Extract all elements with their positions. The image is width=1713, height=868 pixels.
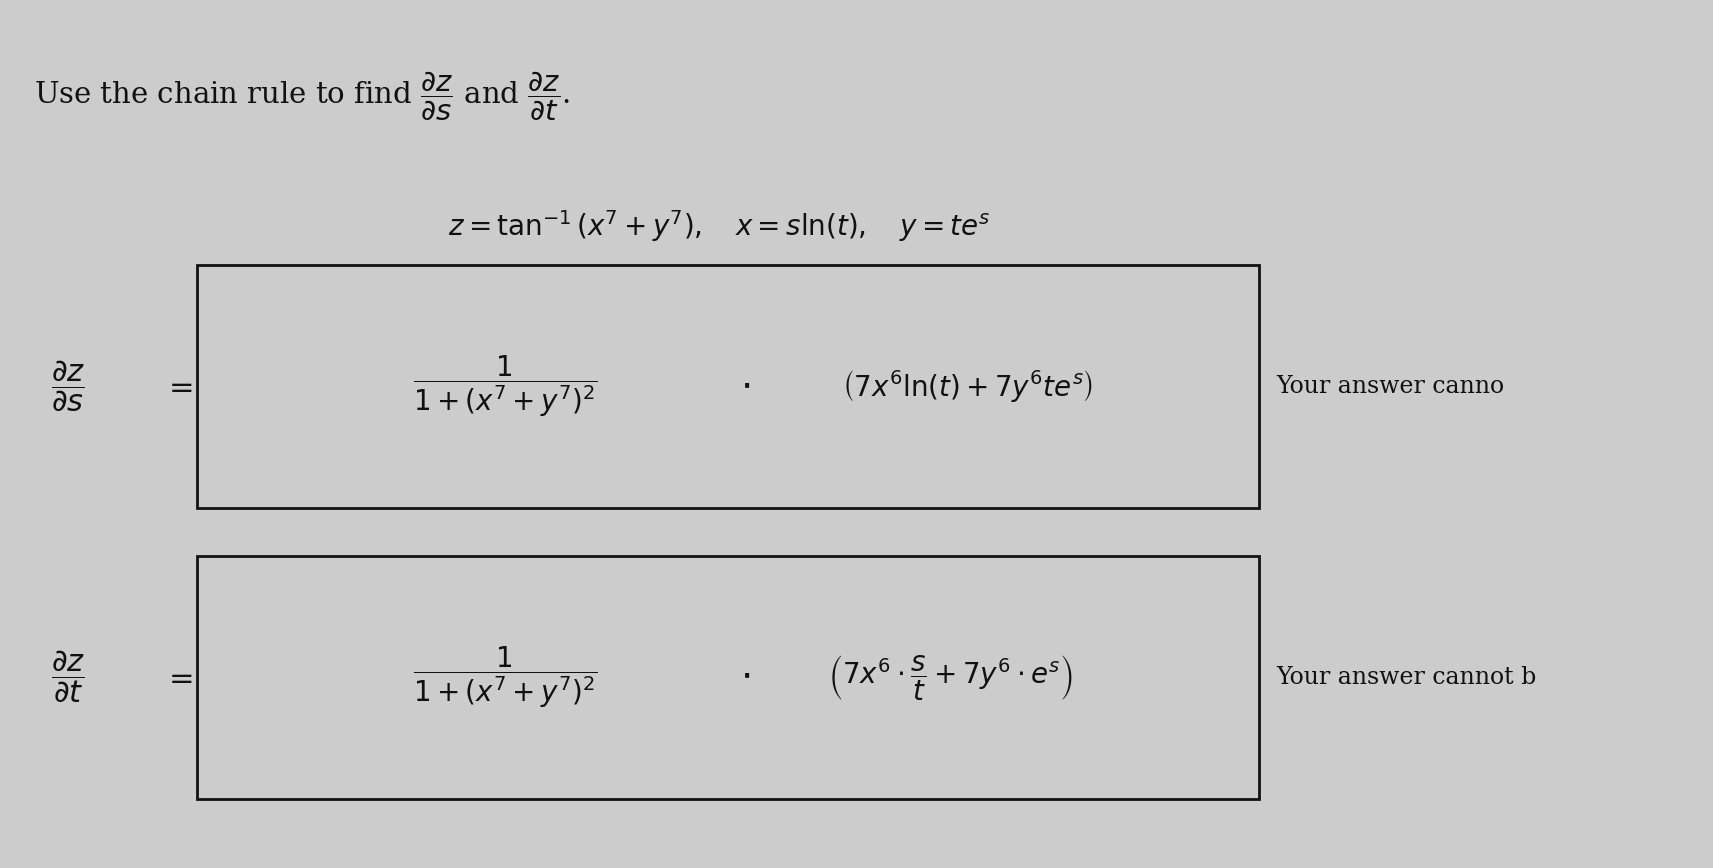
Text: $\dfrac{\partial z}{\partial s}$: $\dfrac{\partial z}{\partial s}$ (51, 358, 86, 414)
Text: $=$: $=$ (163, 661, 194, 693)
Text: $\left(7x^6\ln(t) + 7y^6 te^s\right)$: $\left(7x^6\ln(t) + 7y^6 te^s\right)$ (843, 368, 1093, 404)
Text: $\dfrac{1}{1+(x^7+y^7)^2}$: $\dfrac{1}{1+(x^7+y^7)^2}$ (413, 644, 598, 710)
Text: Your answer cannot b: Your answer cannot b (1276, 666, 1537, 688)
Text: $\left(7x^6 \cdot \dfrac{s}{t} + 7y^6 \cdot e^s\right)$: $\left(7x^6 \cdot \dfrac{s}{t} + 7y^6 \c… (827, 653, 1074, 701)
Text: $\cdot$: $\cdot$ (740, 368, 750, 404)
Text: $\dfrac{\partial z}{\partial t}$: $\dfrac{\partial z}{\partial t}$ (51, 648, 86, 706)
Text: Use the chain rule to find $\dfrac{\partial z}{\partial s}$ and $\dfrac{\partial: Use the chain rule to find $\dfrac{\part… (34, 69, 570, 122)
Text: $z = \tan^{-1}(x^7 + y^7), \quad x = s\ln(t), \quad y = te^s$: $z = \tan^{-1}(x^7 + y^7), \quad x = s\l… (449, 208, 990, 244)
Text: $\cdot$: $\cdot$ (740, 659, 750, 695)
FancyBboxPatch shape (197, 265, 1259, 508)
FancyBboxPatch shape (197, 556, 1259, 799)
Text: $\dfrac{1}{1+(x^7+y^7)^2}$: $\dfrac{1}{1+(x^7+y^7)^2}$ (413, 353, 598, 419)
Text: $=$: $=$ (163, 371, 194, 402)
Text: Your answer canno: Your answer canno (1276, 375, 1504, 398)
